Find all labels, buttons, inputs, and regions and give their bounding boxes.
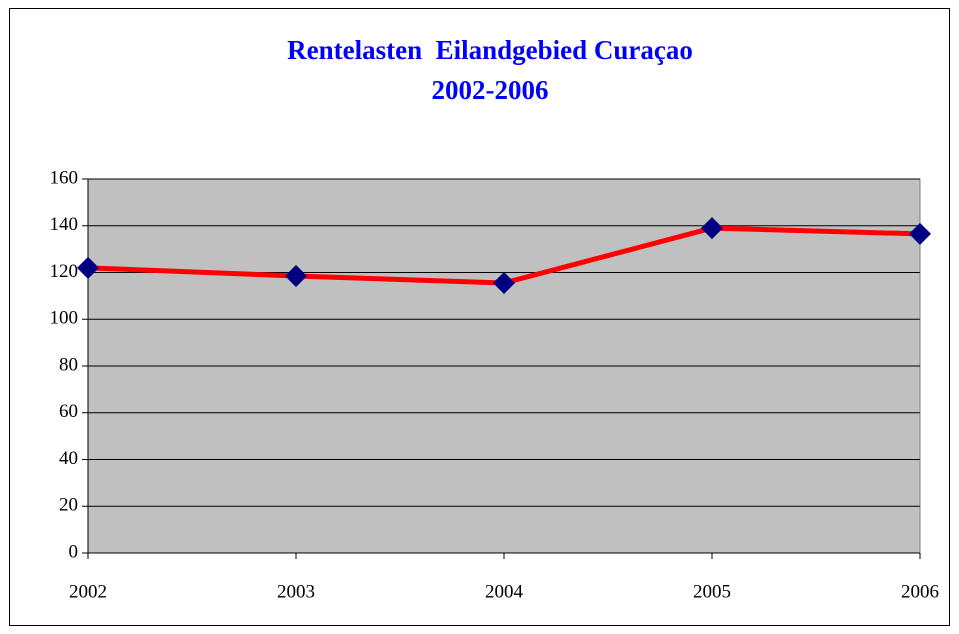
y-tick-label: 20 [59,495,78,516]
y-tick-label: 60 [59,401,78,422]
data-marker [701,217,723,240]
y-tick-label: 80 [59,354,78,375]
x-tick-label: 2002 [69,581,107,602]
y-tick-label: 160 [50,167,79,188]
x-tick-label: 2004 [485,581,524,602]
x-tick-label: 2006 [901,581,939,602]
data-marker [493,272,515,295]
y-tick-label: 0 [69,541,79,562]
y-tick-label: 140 [50,214,79,235]
y-tick-label: 100 [50,308,79,329]
chart-subtitle: 2002-2006 [432,75,549,105]
data-marker [285,265,307,288]
x-tick-label: 2005 [693,581,731,602]
data-marker [909,222,931,245]
y-tick-label: 40 [59,448,78,469]
chart-title: Rentelasten Eilandgebied Curaçao [287,35,693,65]
y-tick-label: 120 [50,261,79,282]
data-marker [77,256,99,279]
x-tick-label: 2003 [277,581,315,602]
